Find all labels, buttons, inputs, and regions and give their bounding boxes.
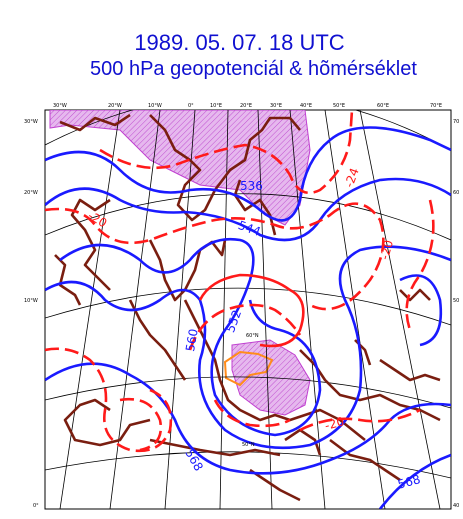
tick-left: 20°W — [24, 190, 38, 196]
contour-label: -20 — [323, 414, 346, 433]
tick-right: 50 — [453, 298, 459, 304]
contour-label: 568 — [396, 472, 422, 491]
tick-top: 50°E — [333, 103, 345, 109]
left-tick-labels: 30°W 20°W 10°W 0° — [24, 119, 39, 509]
tick-top: 20°E — [240, 103, 252, 109]
tick-top: 40°E — [300, 103, 312, 109]
graticule — [45, 110, 451, 509]
contour-label: 536 — [240, 179, 263, 193]
cold-area-north — [49, 110, 311, 226]
map-title-main: 500 hPa geopotenciál & hõmérséklet — [90, 58, 417, 80]
right-tick-labels: 70 60 50 40 — [453, 119, 459, 509]
lat-label: 60°N — [246, 333, 259, 339]
tick-left: 0° — [33, 503, 39, 509]
lat-label: 50°N — [242, 442, 255, 448]
contour-label: -24 — [342, 166, 362, 189]
top-tick-labels: 30°W 20°W 10°W 0° 10°E 20°E 30°E 40°E 50… — [53, 103, 442, 109]
tick-top: 10°E — [210, 103, 222, 109]
tick-left: 10°W — [24, 298, 38, 304]
contour-label: -20 — [377, 239, 396, 262]
tick-top: 70°E — [430, 103, 442, 109]
tick-right: 60 — [453, 190, 459, 196]
tick-top: 20°W — [108, 103, 122, 109]
tick-top: 30°E — [270, 103, 282, 109]
tick-top: 30°W — [53, 103, 67, 109]
tick-right: 70 — [453, 119, 459, 125]
temperature-contours — [45, 110, 435, 453]
cold-core — [223, 350, 274, 387]
tick-left: 30°W — [24, 119, 38, 125]
map-title-date: 1989. 05. 07. 18 UTC — [134, 30, 345, 55]
tick-top: 60°E — [377, 103, 389, 109]
tick-top: 10°W — [148, 103, 162, 109]
tick-right: 40 — [453, 503, 459, 509]
temperature-labels: -24 -20 -20 -20 — [85, 166, 396, 433]
contour-label: 560 — [183, 328, 201, 353]
tick-top: 0° — [188, 103, 194, 109]
geopotential-contours — [45, 126, 451, 509]
